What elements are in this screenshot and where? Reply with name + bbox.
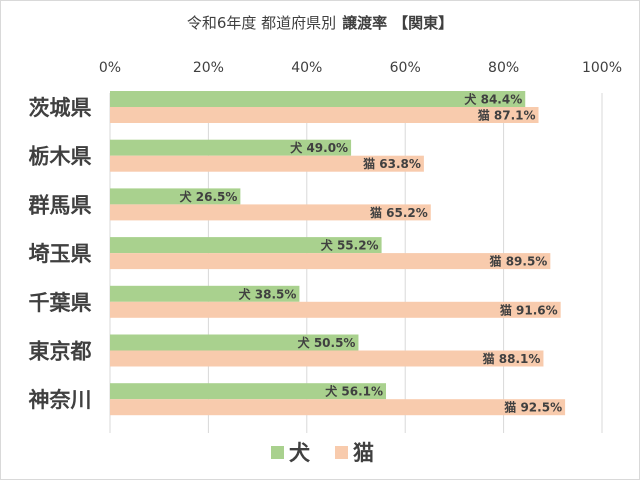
category-label: 東京都 — [29, 340, 92, 364]
dog-data-label: 犬 38.5% — [239, 286, 297, 301]
cat-legend-label: 猫 — [353, 441, 374, 465]
x-tick-label: 60% — [390, 60, 421, 76]
dog-legend-swatch — [271, 446, 284, 459]
category-label: 群馬県 — [29, 193, 92, 217]
dog-legend-label: 犬 — [289, 441, 311, 465]
chart-title-bold: 譲渡率 — [342, 14, 387, 32]
category-label: 茨城県 — [29, 96, 92, 120]
x-tick-label: 40% — [291, 60, 322, 76]
cat-bar — [110, 204, 431, 221]
x-tick-label: 0% — [99, 60, 121, 76]
dog-data-label: 犬 49.0% — [290, 140, 348, 155]
chart-title-bracket: 【関東】 — [393, 14, 453, 32]
x-tick-label: 80% — [488, 60, 519, 76]
chart-title: 令和6年度 都道府県別 譲渡率 【関東】 — [187, 14, 453, 32]
dog-data-label: 犬 50.5% — [298, 335, 356, 350]
category-label: 栃木県 — [29, 145, 92, 169]
cat-data-label: 猫 65.2% — [370, 205, 428, 220]
cat-bar — [110, 107, 539, 123]
chart-title-main: 令和6年度 都道府県別 — [187, 14, 336, 32]
cat-legend-swatch — [335, 446, 348, 459]
cat-data-label: 猫 89.5% — [490, 254, 548, 269]
dog-bar — [110, 334, 359, 351]
cat-bar — [110, 350, 544, 367]
dog-data-label: 犬 84.4% — [464, 92, 522, 107]
x-tick-label: 20% — [193, 60, 224, 76]
cat-data-label: 猫 91.6% — [500, 302, 558, 317]
cat-data-label: 猫 87.1% — [478, 108, 536, 123]
dog-bar — [110, 237, 382, 254]
cat-data-label: 猫 92.5% — [504, 400, 562, 415]
cat-bar — [110, 301, 561, 318]
dog-bar — [110, 285, 300, 302]
dog-data-label: 犬 55.2% — [321, 238, 379, 253]
category-label: 埼玉県 — [29, 242, 92, 266]
cat-bar — [110, 399, 566, 416]
category-label: 神奈川 — [29, 388, 92, 412]
dog-bar — [110, 91, 526, 107]
x-tick-label: 100% — [582, 60, 622, 76]
cat-data-label: 猫 88.1% — [483, 351, 541, 366]
dog-bar — [110, 383, 387, 400]
cat-bar — [110, 253, 551, 270]
cat-bar — [110, 155, 424, 172]
cat-data-label: 猫 63.8% — [363, 156, 421, 171]
category-label: 千葉県 — [29, 291, 92, 315]
dog-data-label: 犬 26.5% — [180, 189, 238, 204]
dog-bar — [110, 188, 241, 205]
dog-data-label: 犬 56.1% — [325, 384, 383, 399]
dog-bar — [110, 139, 352, 156]
